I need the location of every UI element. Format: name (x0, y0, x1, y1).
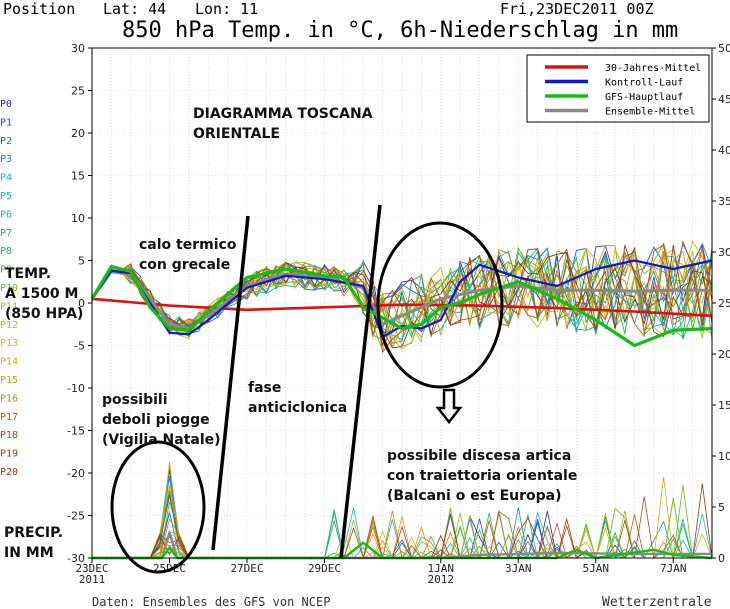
operational-line (90, 264, 713, 348)
left-tick-label: 0 (78, 297, 85, 310)
arrow-down-icon (435, 388, 463, 425)
note-cold-drop: calo termico (139, 237, 237, 253)
header-run: Fri,23DEC2011 00Z (500, 0, 654, 18)
legend-label: Ensemble-Mittel (605, 107, 695, 118)
left-tick-label: 30 (71, 42, 85, 55)
left-tick-label: 20 (71, 127, 85, 140)
note-anticyclone: fase (248, 380, 281, 396)
member-label-p10: P10 (0, 283, 18, 294)
note-arctic-descent: con traiettoria orientale (387, 468, 577, 484)
right-tick-label: 25 (718, 297, 730, 310)
member-label-p1: P1 (0, 117, 12, 128)
member-label-p17: P17 (0, 412, 18, 423)
member-line-p6 (91, 246, 713, 340)
member-label-p2: P2 (0, 136, 12, 147)
member-label-p5: P5 (0, 191, 12, 202)
x-tick-year: 2012 (428, 573, 455, 586)
member-label-p11: P11 (0, 301, 18, 312)
member-label-p20: P20 (0, 467, 18, 478)
note-anticyclone: anticiclonica (248, 400, 347, 416)
member-label-p19: P19 (0, 449, 18, 460)
note-light-rain: possibili (102, 392, 168, 408)
left-tick-label: -20 (67, 467, 85, 480)
climate-mean-line (91, 297, 713, 318)
left-tick-label: 5 (78, 255, 85, 268)
temp-axis-note: A 1500 M (5, 286, 78, 302)
precip-axis-note: IN MM (4, 545, 54, 561)
diagram-title: ORIENTALE (193, 126, 280, 142)
member-label-p8: P8 (0, 246, 12, 257)
member-line-p17 (91, 247, 713, 354)
right-tick-label: 30 (718, 246, 730, 259)
x-tick-label: 5JAN (583, 562, 610, 575)
member-label-p14: P14 (0, 357, 18, 368)
arctic-circle (376, 221, 504, 389)
right-tick-label: 40 (718, 144, 730, 157)
right-tick-label: 35 (718, 195, 730, 208)
right-tick-label: 50 (718, 42, 730, 55)
left-tick-label: -30 (67, 552, 85, 565)
x-tick-label: 7JAN (660, 562, 687, 575)
member-label-p15: P15 (0, 375, 18, 386)
diagram-title: DIAGRAMMA TOSCANA (193, 106, 373, 122)
x-tick-label: 3JAN (505, 562, 532, 575)
note-light-rain: deboli piogge (102, 412, 210, 428)
note-arctic-descent: (Balcani o est Europa) (387, 488, 562, 504)
right-tick-label: 5 (718, 501, 725, 514)
left-tick-label: -25 (67, 510, 85, 523)
page-title: 850 hPa Temp. in °C, 6h-Niederschlag in … (122, 18, 678, 43)
legend-label: GFS-Hauptlauf (605, 92, 683, 103)
left-tick-label: 15 (71, 170, 85, 183)
left-tick-label: -5 (74, 340, 85, 353)
legend-label: 30-Jahres-Mittel (605, 63, 701, 74)
member-label-p4: P4 (0, 173, 12, 184)
left-tick-label: -15 (67, 425, 85, 438)
member-label-p9: P9 (0, 265, 12, 276)
member-label-p13: P13 (0, 338, 18, 349)
header-position: Position (3, 0, 75, 18)
note-light-rain: (Vigilia Natale) (102, 432, 221, 448)
member-label-p0: P0 (0, 99, 12, 110)
header-lat: Lat: 44 (103, 0, 166, 18)
right-tick-label: 15 (718, 399, 730, 412)
member-label-p6: P6 (0, 209, 12, 220)
right-tick-label: 45 (718, 93, 730, 106)
note-arctic-descent: possibile discesa artica (387, 448, 571, 464)
temp-axis-note: TEMP. (5, 266, 51, 282)
x-tick-label: 1JAN (428, 562, 455, 575)
member-label-p12: P12 (0, 320, 18, 331)
precip-circle (110, 440, 206, 574)
right-tick-label: 0 (718, 552, 725, 565)
x-tick-year: 2011 (79, 573, 106, 586)
member-label-p18: P18 (0, 430, 18, 441)
header-lon: Lon: 11 (195, 0, 258, 18)
ensemble-mean-line (90, 269, 712, 330)
note-cold-drop: con grecale (139, 257, 230, 273)
x-tick-label: 23DEC (75, 562, 108, 575)
x-tick-label: 29DEC (308, 562, 341, 575)
temp-axis-note: (850 HPA) (5, 306, 83, 322)
left-tick-label: -10 (67, 382, 85, 395)
marker-line-2 (339, 204, 382, 559)
member-label-p16: P16 (0, 393, 18, 404)
footer-source: Daten: Ensembles des GFS von NCEP (92, 595, 330, 609)
left-tick-label: 25 (71, 85, 85, 98)
member-line-p4 (91, 253, 713, 335)
precip-axis-note: PRECIP. (4, 525, 63, 541)
legend-label: Kontroll-Lauf (605, 78, 683, 89)
x-tick-label: 27DEC (230, 562, 263, 575)
footer-brand: Wetterzentrale (602, 595, 712, 609)
right-tick-label: 10 (718, 450, 730, 463)
marker-line-1 (211, 215, 250, 551)
member-label-p3: P3 (0, 154, 12, 165)
member-label-p7: P7 (0, 228, 12, 239)
left-tick-label: 10 (71, 212, 85, 225)
right-tick-label: 20 (718, 348, 730, 361)
